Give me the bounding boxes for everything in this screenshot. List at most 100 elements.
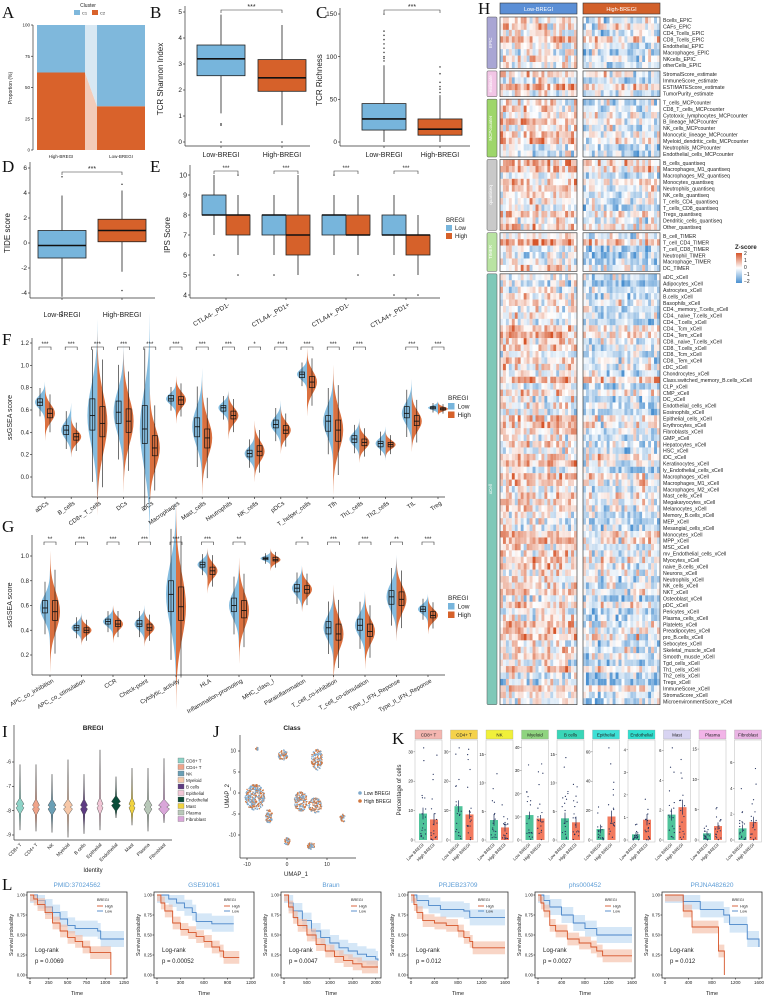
heatmap-cell	[550, 351, 554, 358]
heatmap-cell	[624, 191, 628, 199]
heatmap-cell	[636, 90, 640, 97]
heatmap-cell	[559, 144, 563, 151]
heatmap-cell	[657, 245, 660, 253]
heatmap-cell	[544, 124, 548, 132]
heatmap-cell	[609, 453, 613, 461]
heatmap-cell	[502, 460, 506, 467]
heatmap-cell	[594, 29, 598, 37]
heatmap-cell	[514, 17, 518, 24]
heatmap-cell	[520, 325, 524, 332]
heatmap-cell	[609, 492, 613, 499]
heatmap-cell	[568, 531, 572, 538]
heatmap-cell	[585, 357, 589, 364]
heatmap-cell	[565, 99, 569, 106]
heatmap-cell	[615, 217, 619, 224]
heatmap-cell	[603, 258, 607, 266]
heatmap-cell	[574, 29, 577, 37]
heatmap-cell	[544, 389, 548, 397]
heatmap-cell	[526, 492, 530, 499]
heatmap-cell	[585, 232, 589, 240]
heatmap-cell	[636, 131, 640, 138]
heatmap-cell	[633, 344, 637, 352]
heatmap-cell	[633, 105, 637, 113]
heatmap-cell	[621, 217, 625, 224]
heatmap-cell	[591, 428, 595, 435]
heatmap-cell	[603, 357, 607, 364]
heatmap-cell	[541, 258, 545, 266]
heatmap-cell	[621, 191, 625, 199]
heatmap-cell	[597, 198, 601, 205]
heatmap-cell	[585, 511, 589, 519]
heatmap-cell	[654, 137, 658, 145]
heatmap-cell	[559, 42, 563, 50]
heatmap-cell	[624, 305, 628, 313]
legend-swatch	[448, 411, 455, 418]
heatmap-cell	[630, 159, 634, 167]
heatmap-cell	[508, 99, 512, 106]
heatmap-cell	[559, 312, 563, 319]
heatmap-cell	[565, 112, 569, 119]
heatmap-cell	[600, 402, 604, 409]
heatmap-cell	[556, 273, 560, 281]
heatmap-cell	[618, 159, 622, 167]
heatmap-cell	[529, 344, 533, 352]
heatmap-cell	[642, 408, 646, 416]
heatmap-cell	[588, 460, 592, 467]
heatmap-cell	[642, 453, 646, 461]
heatmap-cell	[603, 77, 607, 84]
heatmap-cell	[532, 118, 536, 125]
heatmap-cell	[526, 453, 530, 461]
heatmap-cell	[642, 49, 646, 56]
heatmap-cell	[615, 17, 619, 24]
heatmap-cell	[603, 543, 607, 551]
heatmap-cell	[639, 49, 643, 56]
heatmap-cell	[630, 264, 634, 272]
heatmap-cell	[645, 396, 649, 403]
heatmap-cell	[588, 453, 592, 461]
heatmap-cell	[651, 305, 655, 313]
heatmap-cell	[559, 112, 563, 119]
heatmap-cell	[630, 99, 634, 106]
heatmap-cell	[639, 492, 643, 499]
heatmap-cell	[648, 357, 652, 364]
heatmap-cell	[588, 280, 592, 287]
heatmap-cell	[583, 210, 586, 218]
heatmap-cell	[529, 331, 533, 339]
heatmap-cell	[500, 77, 503, 84]
heatmap-cell	[514, 204, 518, 212]
heatmap-cell	[538, 531, 542, 538]
heatmap-cell	[514, 55, 518, 63]
significance-label: ***	[342, 166, 350, 172]
x-tick-label: Th1_cells	[340, 501, 364, 521]
heatmap-cell	[594, 273, 598, 281]
heatmap-cell	[636, 473, 640, 480]
heatmap-cell	[639, 441, 643, 448]
row-label: CD4._naive_T.cells_xCell	[663, 314, 722, 320]
heatmap-cell	[500, 210, 503, 218]
heatmap-cell	[556, 252, 560, 259]
heatmap-cell	[535, 99, 539, 106]
heatmap-cell	[517, 286, 521, 294]
row-label: Macrophages_M1_xCell	[663, 481, 719, 487]
heatmap-cell	[550, 258, 554, 266]
heatmap-cell	[633, 273, 637, 281]
heatmap-cell	[514, 312, 518, 319]
x-tick-label: Low-BREGI	[44, 312, 81, 319]
heatmap-cell	[642, 396, 646, 403]
heatmap-cell	[532, 351, 536, 358]
heatmap-cell	[600, 99, 604, 106]
heatmap-cell	[600, 245, 604, 253]
heatmap-cell	[615, 312, 619, 319]
heatmap-cell	[500, 112, 503, 119]
heatmap-cell	[583, 351, 586, 358]
row-label: ImmuneScore_estimate	[663, 79, 718, 85]
heatmap-cell	[544, 83, 548, 91]
heatmap-cell	[526, 363, 530, 371]
heatmap-cell	[636, 363, 640, 371]
heatmap-cell	[597, 402, 601, 409]
heatmap-cell	[517, 531, 521, 538]
heatmap-block-border	[499, 159, 578, 231]
heatmap-cell	[648, 325, 652, 332]
heatmap-cell	[532, 305, 536, 313]
heatmap-cell	[508, 178, 512, 186]
